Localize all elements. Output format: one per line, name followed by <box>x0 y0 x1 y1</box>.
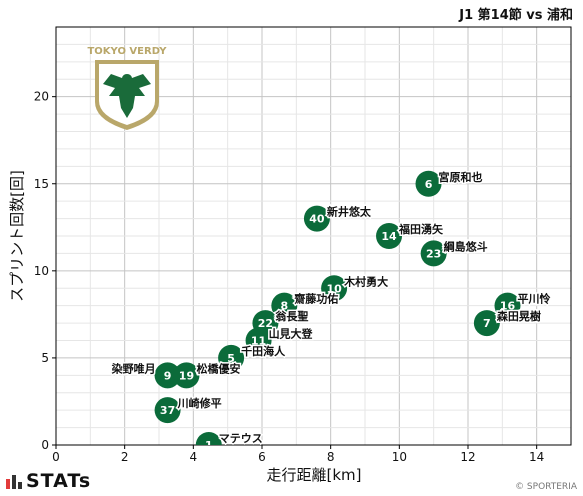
point-number: 7 <box>483 317 491 330</box>
brand-name: STATs <box>26 470 92 492</box>
y-tick-label: 10 <box>34 264 49 278</box>
point-number: 16 <box>500 300 516 313</box>
point-name-label: 新井悠太 <box>327 205 372 219</box>
y-axis-label: スプリント回数[回] <box>8 170 26 302</box>
point-number: 14 <box>381 230 397 243</box>
point-number: 1 <box>205 439 213 452</box>
point-name-label: 綱島悠斗 <box>444 239 488 253</box>
x-tick-label: 10 <box>392 450 407 464</box>
x-tick-label: 12 <box>460 450 475 464</box>
point-name-label: 森田晃樹 <box>497 309 541 323</box>
y-tick-label: 0 <box>41 438 49 452</box>
point-number: 9 <box>164 369 172 382</box>
point-marker <box>376 223 403 249</box>
point-number: 8 <box>280 300 288 313</box>
logo-text: TOKYO VERDY <box>87 46 167 57</box>
point-name-label: 染野唯月 <box>112 361 156 375</box>
data-point: 6 宮原和也 <box>415 168 484 197</box>
x-tick-label: 8 <box>327 450 335 464</box>
x-tick-label: 0 <box>52 450 60 464</box>
data-point: 5 千田海人 <box>218 342 288 371</box>
point-marker <box>420 240 447 267</box>
point-number: 10 <box>326 282 342 295</box>
credit: © SPORTERIA <box>515 482 577 492</box>
y-tick-label: 20 <box>34 90 49 104</box>
point-name-label: 平川怜 <box>517 292 550 306</box>
point-name-label: マテウス <box>219 432 263 445</box>
point-marker <box>154 362 181 389</box>
point-name-label: 齋藤功佑 <box>293 292 338 306</box>
point-number: 19 <box>179 369 194 382</box>
point-marker <box>303 205 330 232</box>
point-name-label: 木村勇大 <box>343 274 388 288</box>
y-tick-label: 5 <box>41 351 49 365</box>
point-name-label: 福田湧矢 <box>398 222 444 236</box>
point-name-label: 山見大登 <box>269 327 314 341</box>
point-marker <box>415 170 442 197</box>
match-title: J1 第14節 vs 浦和 <box>459 8 573 23</box>
data-points: 6宮原和也40新井悠太14福田湧矢23綱島悠斗10木村勇大8齋藤功佑22翁長聖1… <box>110 168 552 452</box>
data-point: 9 染野唯月 <box>110 360 181 389</box>
data-point: 8 齋藤功佑 <box>271 290 340 319</box>
x-tick-label: 6 <box>258 450 266 464</box>
point-number: 37 <box>160 404 175 417</box>
x-axis-label: 走行距離[km] <box>266 466 361 484</box>
point-name-label: 川崎修平 <box>177 396 222 410</box>
point-marker <box>218 344 245 371</box>
point-name-label: 宮原和也 <box>439 170 483 184</box>
point-number: 5 <box>227 352 235 365</box>
point-name-label: 翁長聖 <box>275 309 308 323</box>
point-number: 6 <box>425 178 433 191</box>
bird-icon <box>103 74 151 118</box>
stats-logo-icon <box>6 475 22 489</box>
point-number: 22 <box>258 317 273 330</box>
point-marker <box>195 432 222 445</box>
data-point: 1 マテウス <box>195 431 264 452</box>
x-tick-label: 14 <box>529 450 544 464</box>
stats-brand: STATs <box>6 470 91 492</box>
point-marker <box>245 327 272 354</box>
tokyo-verdy-logo: TOKYO VERDY <box>87 46 167 130</box>
point-name-label: 千田海人 <box>241 344 286 358</box>
point-marker <box>173 362 200 389</box>
point-marker <box>271 292 298 319</box>
point-marker <box>154 397 181 424</box>
x-tick-label: 4 <box>190 450 198 464</box>
point-number: 23 <box>426 247 441 260</box>
point-number: 40 <box>309 213 325 226</box>
point-marker <box>473 310 500 337</box>
plot-frame <box>55 26 572 446</box>
data-point: 7 森田晃樹 <box>473 308 542 337</box>
y-tick-label: 15 <box>34 177 49 191</box>
point-marker <box>321 275 348 302</box>
point-marker <box>494 292 521 319</box>
point-name-label: 松橋優安 <box>196 361 240 375</box>
x-tick-label: 2 <box>121 450 129 464</box>
point-number: 11 <box>251 335 266 348</box>
